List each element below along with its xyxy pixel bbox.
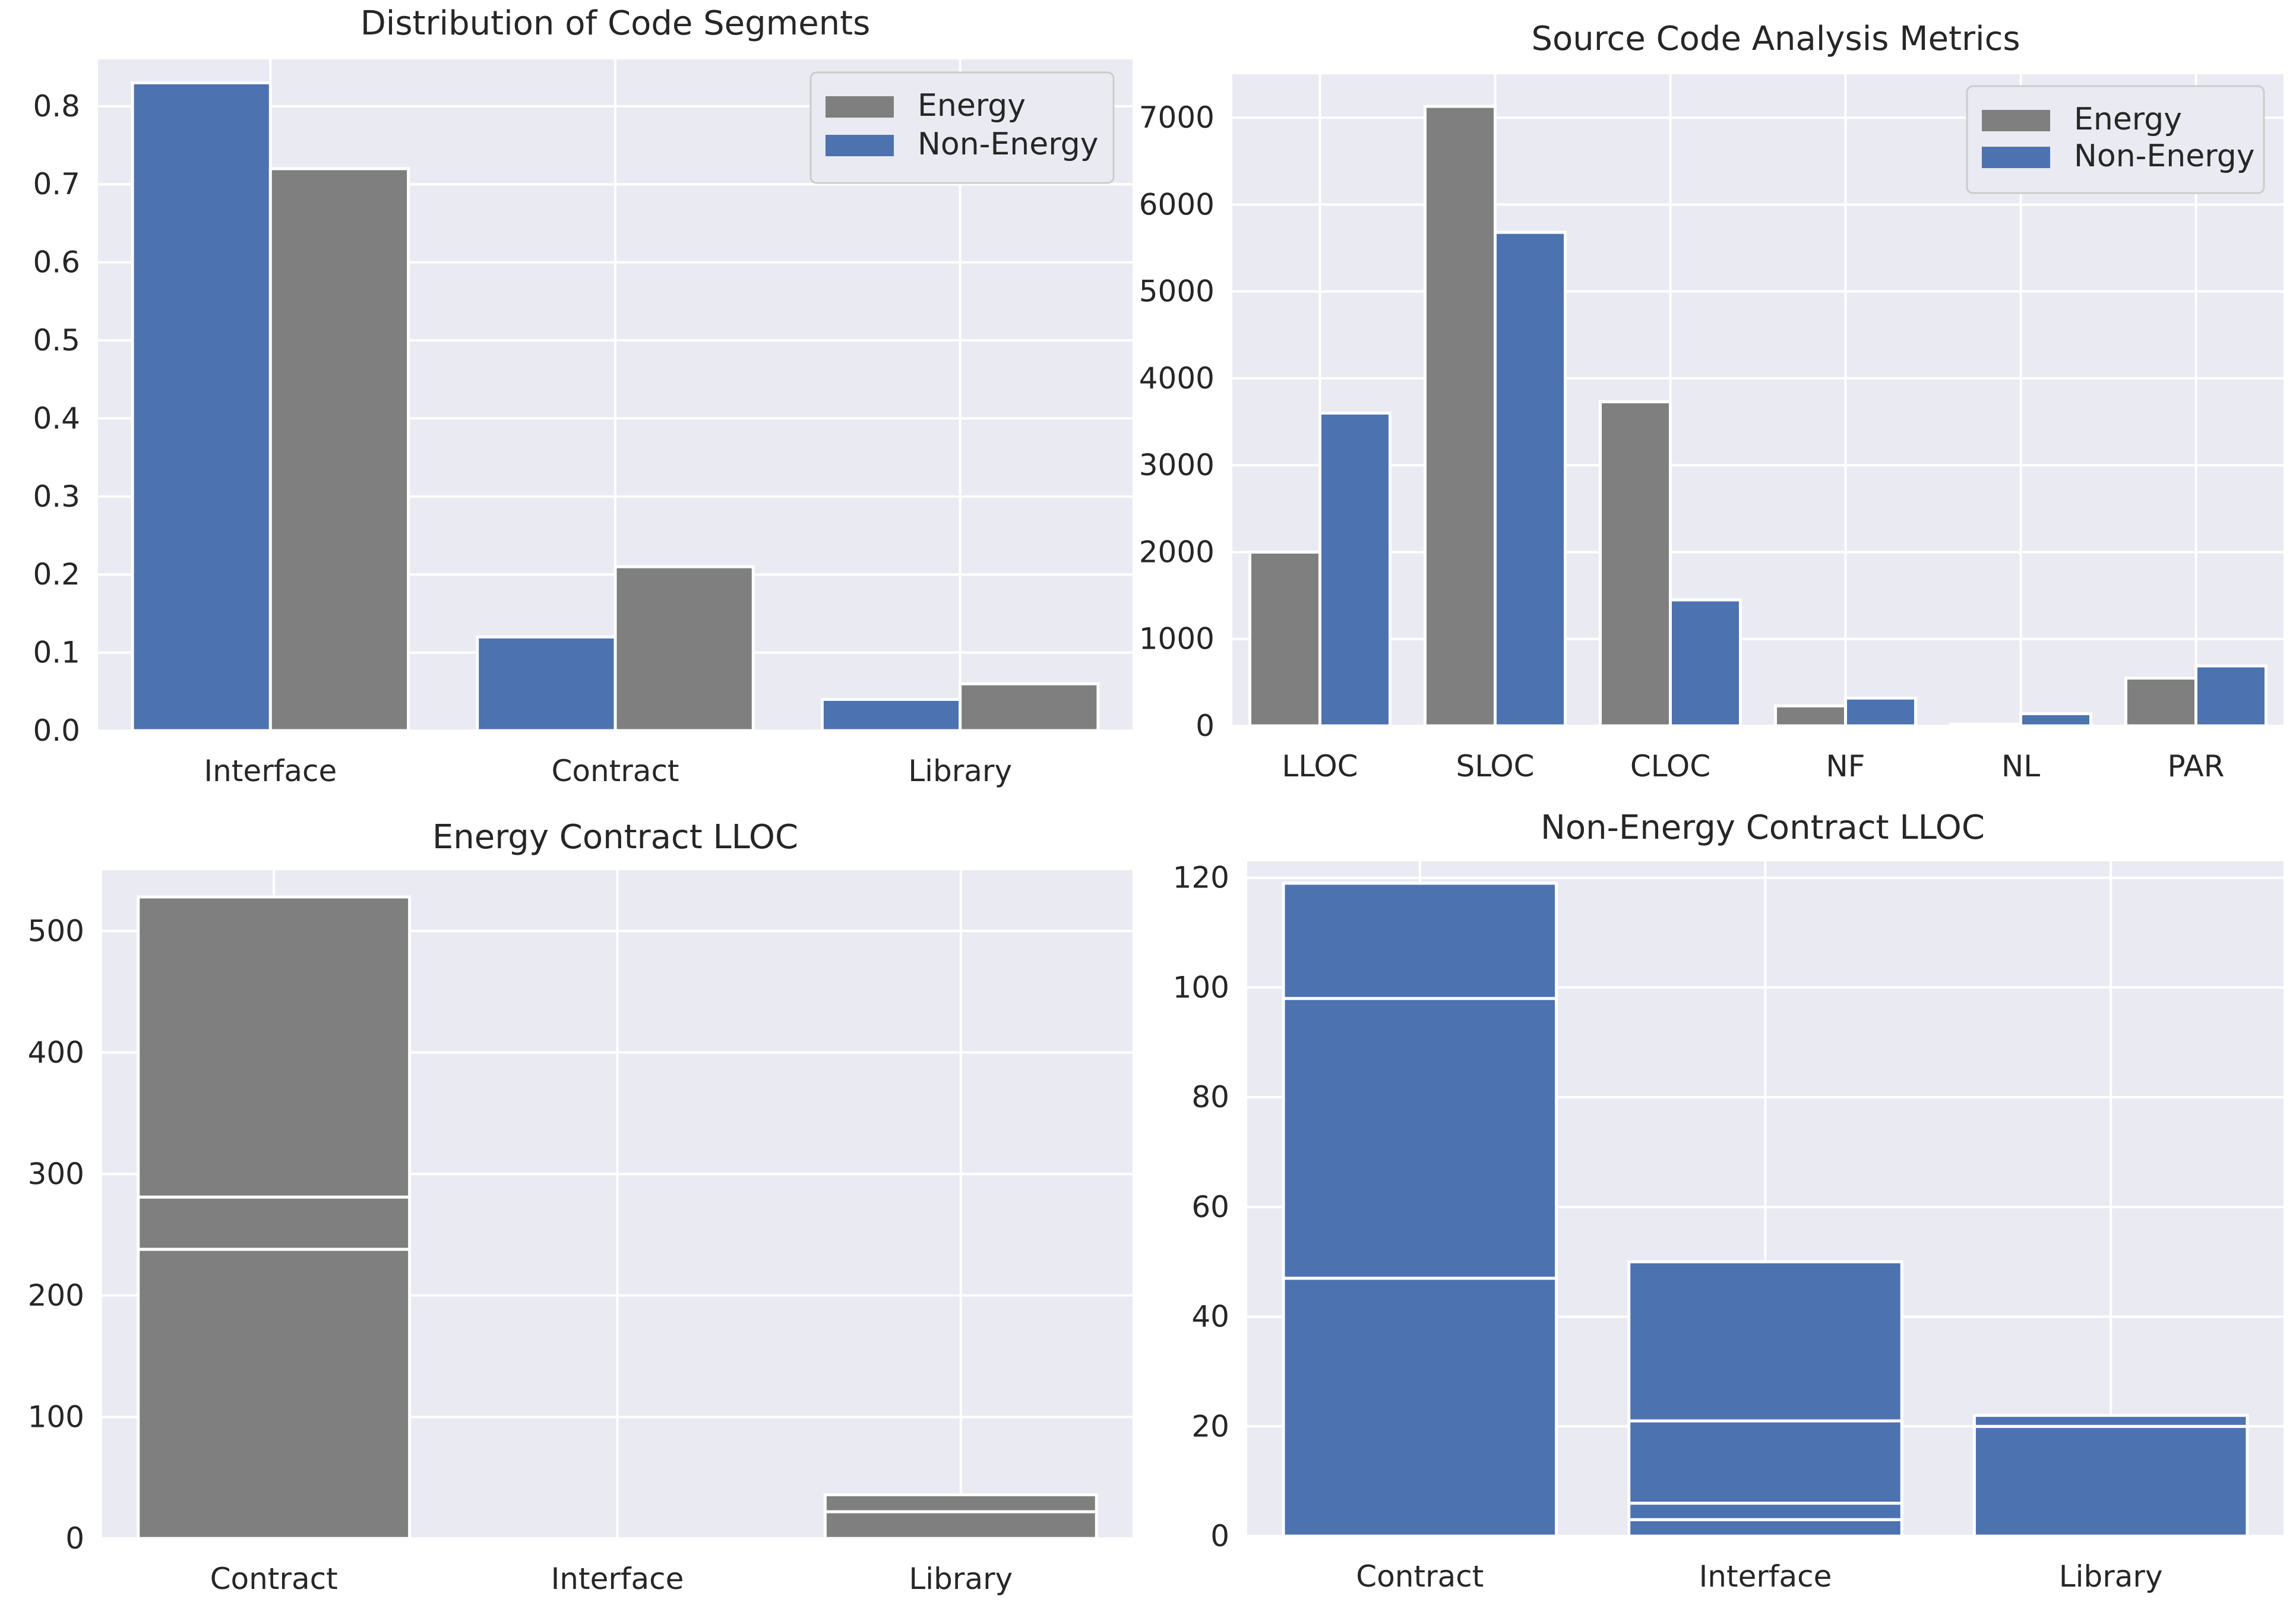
y-tick-label: 0.0 — [33, 713, 80, 748]
y-tick-label: 0.2 — [33, 557, 80, 592]
legend-label-non-energy: Non-Energy — [918, 127, 1098, 162]
bar-non-energy-library — [820, 697, 962, 732]
bar-energy-cloc — [1599, 400, 1672, 728]
y-tick-label: 200 — [28, 1278, 84, 1313]
bar-segment-interface-4 — [1627, 1260, 1903, 1423]
y-tick-label: 7000 — [1139, 100, 1215, 135]
y-tick-label: 3000 — [1139, 448, 1215, 482]
bar-segment-interface-2 — [1627, 1502, 1903, 1521]
bar-segment-contract-3 — [137, 895, 412, 1199]
y-tick-label: 0 — [65, 1521, 84, 1556]
bar-segment-library-2 — [1972, 1414, 2249, 1428]
bar-non-energy-nl — [2019, 712, 2092, 728]
bar-segment-library-1 — [823, 1510, 1098, 1540]
x-tick-label-cloc: CLOC — [1630, 749, 1710, 783]
legend-label-energy: Energy — [918, 88, 1026, 124]
x-tick-label-contract: Contract — [551, 754, 679, 788]
bar-segment-contract-1 — [1282, 1277, 1558, 1538]
legend-label-energy: Energy — [2074, 102, 2182, 137]
x-tick-label-lloc: LLOC — [1282, 749, 1358, 783]
x-tick-label-nf: NF — [1826, 749, 1865, 783]
x-tick-label-interface: Interface — [204, 754, 337, 788]
y-tick-label: 80 — [1191, 1080, 1229, 1114]
legend-label-non-energy: Non-Energy — [2074, 138, 2254, 174]
y-tick-label: 0.7 — [33, 167, 80, 201]
y-tick-label: 0.8 — [33, 89, 80, 124]
bar-energy-par — [2124, 677, 2197, 728]
bar-non-energy-cloc — [1669, 598, 1742, 728]
legend-swatch-energy — [826, 96, 894, 118]
legend-swatch-non-energy — [1982, 147, 2050, 168]
bar-non-energy-interface — [131, 81, 272, 732]
x-tick-label-library: Library — [909, 1562, 1013, 1596]
x-tick-label-contract: Contract — [210, 1562, 338, 1596]
bar-non-energy-sloc — [1494, 230, 1567, 728]
chart-title: Distribution of Code Segments — [360, 4, 871, 43]
y-tick-label: 0.5 — [33, 323, 80, 358]
y-tick-label: 4000 — [1139, 361, 1215, 396]
bar-non-energy-nf — [1844, 696, 1917, 728]
bar-non-energy-lloc — [1318, 411, 1391, 728]
chart-title: Energy Contract LLOC — [432, 818, 798, 857]
x-tick-label-interface: Interface — [551, 1562, 684, 1596]
x-tick-label-sloc: SLOC — [1456, 749, 1534, 783]
y-tick-label: 2000 — [1139, 535, 1215, 569]
legend-swatch-non-energy — [826, 135, 894, 156]
y-tick-label: 100 — [28, 1399, 84, 1434]
bar-energy-library — [959, 682, 1100, 732]
legend-swatch-energy — [1982, 110, 2050, 131]
y-tick-label: 0.4 — [33, 401, 80, 435]
chart-non-energy-contract-lloc: 0 20 40 60 80 100 120 Contract Interface Library… — [1173, 808, 2284, 1594]
y-tick-label: 100 — [1173, 970, 1229, 1004]
x-tick-label-par: PAR — [2168, 749, 2225, 783]
y-tick-label: 6000 — [1139, 187, 1215, 222]
bar-energy-interface — [268, 167, 410, 732]
y-tick-label: 40 — [1191, 1300, 1229, 1334]
bar-energy-contract — [613, 565, 755, 732]
chart-distribution-of-code-segments: 0.0 0.1 0.2 0.3 0.4 0.5 0.6 0.7 0.8 Interface Con… — [33, 4, 1133, 788]
bar-non-energy-contract — [476, 635, 617, 732]
y-tick-label: 400 — [28, 1035, 84, 1070]
y-tick-label: 5000 — [1139, 274, 1215, 309]
chart-title: Non-Energy Contract LLOC — [1541, 808, 1985, 847]
bar-segment-interface-1 — [1627, 1518, 1903, 1538]
y-tick-label: 0.3 — [33, 479, 80, 514]
bar-segment-contract-3 — [1282, 882, 1558, 1000]
x-tick-label-contract: Contract — [1356, 1559, 1484, 1594]
y-tick-label: 120 — [1173, 861, 1229, 895]
x-tick-label-library: Library — [908, 754, 1012, 788]
bar-segment-library-2 — [823, 1493, 1098, 1514]
bar-non-energy-par — [2194, 664, 2267, 728]
bar-segment-library-1 — [1972, 1424, 2249, 1538]
chart-title: Source Code Analysis Metrics — [1531, 20, 2020, 58]
y-tick-label: 500 — [28, 914, 84, 948]
bar-energy-nl — [1949, 722, 2022, 728]
bar-segment-contract-2 — [137, 1195, 412, 1251]
bar-energy-lloc — [1248, 550, 1321, 728]
chart-energy-contract-lloc: 0 100 200 300 400 500 Contract Interface Librar… — [28, 818, 1133, 1596]
y-tick-label: 0 — [1210, 1519, 1229, 1553]
y-tick-label: 1000 — [1139, 622, 1215, 656]
bar-segment-contract-2 — [1282, 997, 1558, 1280]
y-tick-label: 300 — [28, 1157, 84, 1191]
x-tick-label-interface: Interface — [1699, 1559, 1832, 1594]
y-tick-label: 0 — [1196, 709, 1215, 743]
x-tick-label-library: Library — [2059, 1559, 2163, 1594]
bar-segment-interface-3 — [1627, 1419, 1903, 1505]
chart-source-code-analysis-metrics: 0 1000 2000 3000 4000 5000 6000 7000 LLOC SLOC CL… — [1139, 20, 2284, 783]
y-tick-label: 0.6 — [33, 245, 80, 280]
bar-energy-sloc — [1424, 105, 1497, 728]
bar-energy-nf — [1774, 704, 1847, 728]
y-tick-label: 0.1 — [33, 636, 80, 670]
bar-segment-contract-1 — [137, 1247, 412, 1540]
x-tick-label-nl: NL — [2001, 749, 2040, 783]
y-tick-label: 60 — [1191, 1190, 1229, 1224]
y-tick-label: 20 — [1191, 1409, 1229, 1443]
